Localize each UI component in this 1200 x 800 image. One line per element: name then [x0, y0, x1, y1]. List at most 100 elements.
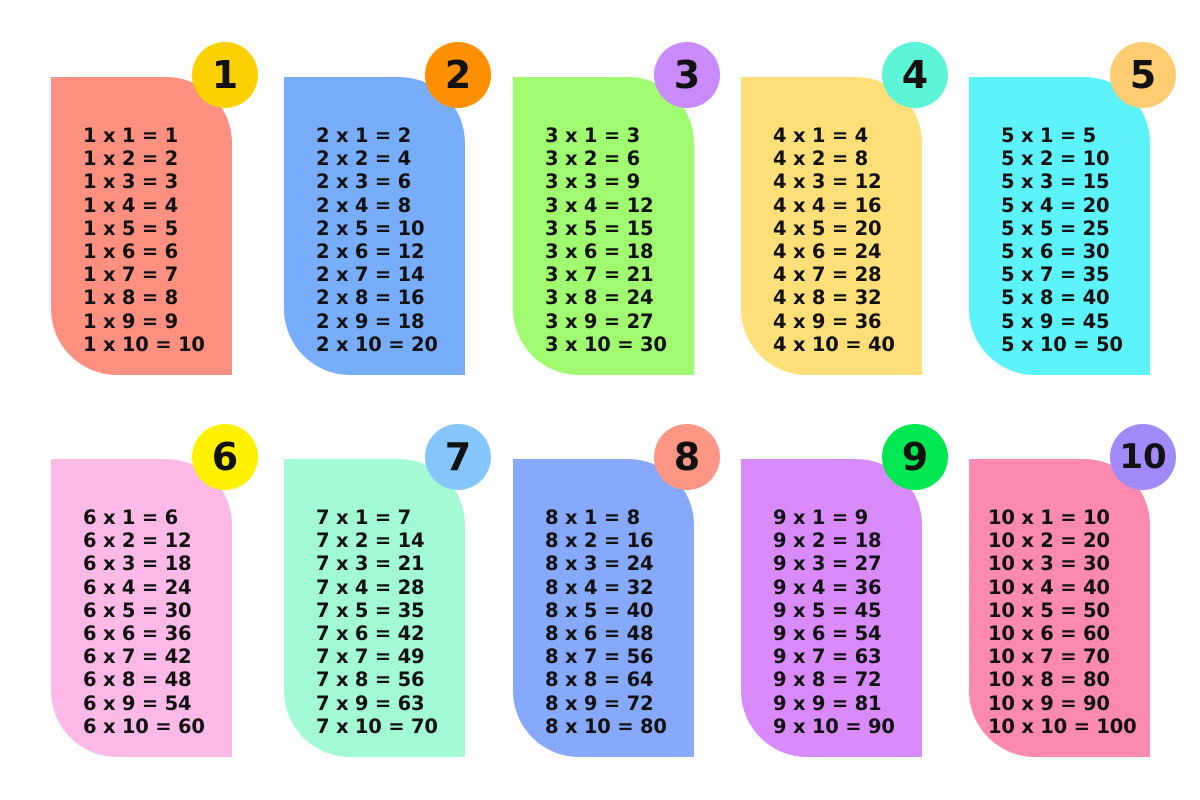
- table-card-8: [513, 459, 694, 757]
- table-number-badge-1: 1: [192, 42, 258, 108]
- table-line: 5 x 2 = 10: [1001, 147, 1110, 171]
- table-line: 9 x 6 = 54: [773, 622, 882, 646]
- table-line: 7 x 9 = 63: [316, 691, 425, 715]
- table-line: 8 x 3 = 24: [545, 552, 654, 576]
- table-number-badge-10: 10: [1110, 424, 1176, 490]
- table-card-10: [969, 459, 1150, 757]
- table-line: 10 x 1 = 10: [988, 506, 1110, 529]
- table-line: 10 x 5 = 50: [988, 598, 1110, 622]
- table-line: 7 x 2 = 14: [316, 529, 425, 553]
- table-line: 1 x 3 = 3: [83, 170, 178, 194]
- table-card-2: [284, 77, 465, 375]
- table-line: 9 x 8 = 72: [773, 668, 882, 692]
- table-line: 10 x 2 = 20: [988, 529, 1110, 553]
- table-line: 2 x 6 = 12: [316, 240, 425, 264]
- table-number-badge-2: 2: [425, 42, 491, 108]
- table-line: 4 x 7 = 28: [773, 263, 882, 287]
- table-line: 3 x 9 = 27: [545, 309, 654, 333]
- table-line: 6 x 7 = 42: [83, 645, 192, 669]
- table-line: 10 x 4 = 40: [988, 575, 1110, 599]
- table-number-badge-3: 3: [654, 42, 720, 108]
- table-card-6: [51, 459, 232, 757]
- table-line: 6 x 4 = 24: [83, 575, 192, 599]
- table-line: 10 x 7 = 70: [988, 645, 1110, 669]
- table-line: 2 x 2 = 4: [316, 147, 411, 171]
- table-line: 1 x 4 = 4: [83, 193, 178, 217]
- table-line: 2 x 4 = 8: [316, 193, 411, 217]
- table-card-4: [741, 77, 922, 375]
- table-number-badge-5: 5: [1110, 42, 1176, 108]
- table-line: 5 x 4 = 20: [1001, 193, 1110, 217]
- table-card-1: [51, 77, 232, 375]
- table-line: 1 x 1 = 1: [83, 124, 178, 147]
- table-line: 1 x 10 = 10: [83, 332, 205, 356]
- table-line: 7 x 8 = 56: [316, 668, 425, 692]
- table-line: 4 x 6 = 24: [773, 240, 882, 264]
- table-line: 1 x 8 = 8: [83, 286, 178, 310]
- table-line: 8 x 2 = 16: [545, 529, 654, 553]
- table-line: 9 x 10 = 90: [773, 714, 895, 738]
- table-line: 3 x 3 = 9: [545, 170, 640, 194]
- table-line: 5 x 6 = 30: [1001, 240, 1110, 264]
- table-line: 1 x 7 = 7: [83, 263, 178, 287]
- table-line: 8 x 4 = 32: [545, 575, 654, 599]
- table-line: 3 x 10 = 30: [545, 332, 667, 356]
- table-number-badge-6: 6: [192, 424, 258, 490]
- table-line: 4 x 10 = 40: [773, 332, 895, 356]
- table-line: 6 x 10 = 60: [83, 714, 205, 738]
- table-line: 10 x 3 = 30: [988, 552, 1110, 576]
- table-line: 9 x 4 = 36: [773, 575, 882, 599]
- table-line: 5 x 9 = 45: [1001, 309, 1110, 333]
- table-number-badge-4: 4: [882, 42, 948, 108]
- table-line: 2 x 8 = 16: [316, 286, 425, 310]
- table-line: 7 x 3 = 21: [316, 552, 425, 576]
- table-line: 4 x 2 = 8: [773, 147, 868, 171]
- table-line: 1 x 6 = 6: [83, 240, 178, 264]
- table-line: 4 x 5 = 20: [773, 216, 882, 240]
- table-line: 6 x 1 = 6: [83, 506, 178, 529]
- table-line: 9 x 1 = 9: [773, 506, 868, 529]
- table-line: 9 x 7 = 63: [773, 645, 882, 669]
- table-line: 3 x 6 = 18: [545, 240, 654, 264]
- table-line: 4 x 3 = 12: [773, 170, 882, 194]
- table-line: 5 x 3 = 15: [1001, 170, 1110, 194]
- table-line: 10 x 6 = 60: [988, 622, 1110, 646]
- table-number-badge-7: 7: [425, 424, 491, 490]
- table-line: 2 x 10 = 20: [316, 332, 438, 356]
- table-line: 4 x 1 = 4: [773, 124, 868, 147]
- table-line: 1 x 9 = 9: [83, 309, 178, 333]
- table-line: 3 x 2 = 6: [545, 147, 640, 171]
- table-card-3: [513, 77, 694, 375]
- table-number-badge-9: 9: [882, 424, 948, 490]
- table-line: 8 x 9 = 72: [545, 691, 654, 715]
- table-card-9: [741, 459, 922, 757]
- table-line: 9 x 9 = 81: [773, 691, 882, 715]
- table-line: 1 x 2 = 2: [83, 147, 178, 171]
- table-line: 10 x 9 = 90: [988, 691, 1110, 715]
- table-line: 8 x 7 = 56: [545, 645, 654, 669]
- table-line: 9 x 5 = 45: [773, 598, 882, 622]
- table-line: 5 x 8 = 40: [1001, 286, 1110, 310]
- table-line: 6 x 5 = 30: [83, 598, 192, 622]
- table-line: 8 x 1 = 8: [545, 506, 640, 529]
- table-line: 4 x 4 = 16: [773, 193, 882, 217]
- table-line: 2 x 3 = 6: [316, 170, 411, 194]
- table-line: 6 x 3 = 18: [83, 552, 192, 576]
- table-line: 7 x 10 = 70: [316, 714, 438, 738]
- table-line: 6 x 8 = 48: [83, 668, 192, 692]
- table-line: 8 x 10 = 80: [545, 714, 667, 738]
- table-line: 5 x 7 = 35: [1001, 263, 1110, 287]
- table-line: 4 x 9 = 36: [773, 309, 882, 333]
- table-line: 2 x 1 = 2: [316, 124, 411, 147]
- table-line: 1 x 5 = 5: [83, 216, 178, 240]
- table-line: 6 x 2 = 12: [83, 529, 192, 553]
- table-line: 6 x 9 = 54: [83, 691, 192, 715]
- table-line: 4 x 8 = 32: [773, 286, 882, 310]
- table-line: 3 x 5 = 15: [545, 216, 654, 240]
